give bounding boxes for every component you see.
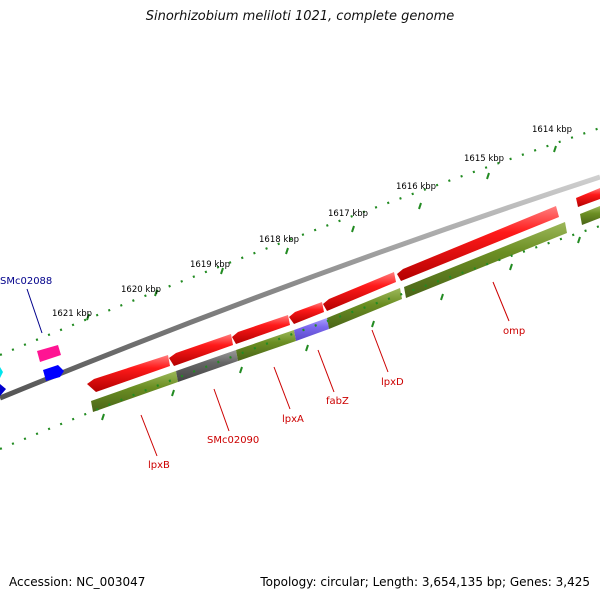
reverse-track — [91, 206, 600, 412]
genome-backbone — [0, 174, 600, 401]
accession-label: Accession: NC_003047 — [9, 575, 146, 589]
gene-lpxA-forward[interactable] — [232, 315, 290, 344]
kbp-label-1619: 1619 kbp — [190, 260, 230, 270]
left-edge-genes — [0, 345, 64, 396]
gene-label-lpxA: lpxA — [282, 414, 304, 425]
gene-omp-reverse[interactable] — [404, 222, 567, 298]
kbp-label-1615: 1615 kbp — [464, 154, 504, 164]
outer-scale-dots — [0, 126, 600, 357]
kbp-label-1614: 1614 kbp — [532, 125, 572, 135]
gene-SMc02090-forward[interactable] — [169, 334, 233, 366]
forward-track — [87, 188, 600, 392]
gene-lpxB-forward[interactable] — [87, 355, 170, 392]
gene-omp-forward[interactable] — [397, 206, 559, 281]
kbp-label-1617: 1617 kbp — [328, 209, 368, 219]
kbp-label-1621: 1621 kbp — [52, 309, 92, 319]
kbp-label-1616: 1616 kbp — [396, 182, 436, 192]
kbp-label-1618: 1618 kbp — [259, 235, 299, 245]
inner-scale-dots — [0, 224, 600, 451]
gene-fabZ-forward[interactable] — [289, 302, 324, 324]
gene-label-SMc02088: SMc02088 — [0, 276, 52, 287]
leader-lines — [26, 281, 510, 457]
gene-label-lpxB: lpxB — [148, 460, 170, 471]
map-title: Sinorhizobium meliloti 1021, complete ge… — [145, 9, 455, 24]
gene-lpxB-reverse[interactable] — [91, 371, 178, 412]
gene-lpxA-reverse[interactable] — [236, 330, 296, 361]
gene-lpxD-forward[interactable] — [323, 272, 396, 311]
gene-next-forward[interactable] — [576, 188, 600, 207]
gene-left-cyan[interactable] — [0, 367, 3, 378]
gene-next-reverse[interactable] — [580, 206, 600, 225]
gene-left-blue-1[interactable] — [43, 365, 64, 381]
gene-label-lpxD: lpxD — [381, 377, 404, 388]
genome-stats: Topology: circular; Length: 3,654,135 bp… — [260, 575, 590, 589]
kbp-label-1620: 1620 kbp — [121, 285, 161, 295]
gene-SMc02088[interactable] — [37, 345, 61, 362]
outer-scale-ticks — [86, 145, 557, 321]
gene-label-fabZ: fabZ — [326, 396, 349, 407]
gene-label-omp: omp — [503, 326, 525, 337]
inner-scale-ticks — [101, 236, 581, 421]
gene-left-blue-2[interactable] — [0, 384, 6, 396]
gene-fabZ-reverse[interactable] — [294, 318, 329, 341]
gene-label-SMc02090: SMc02090 — [207, 435, 259, 446]
